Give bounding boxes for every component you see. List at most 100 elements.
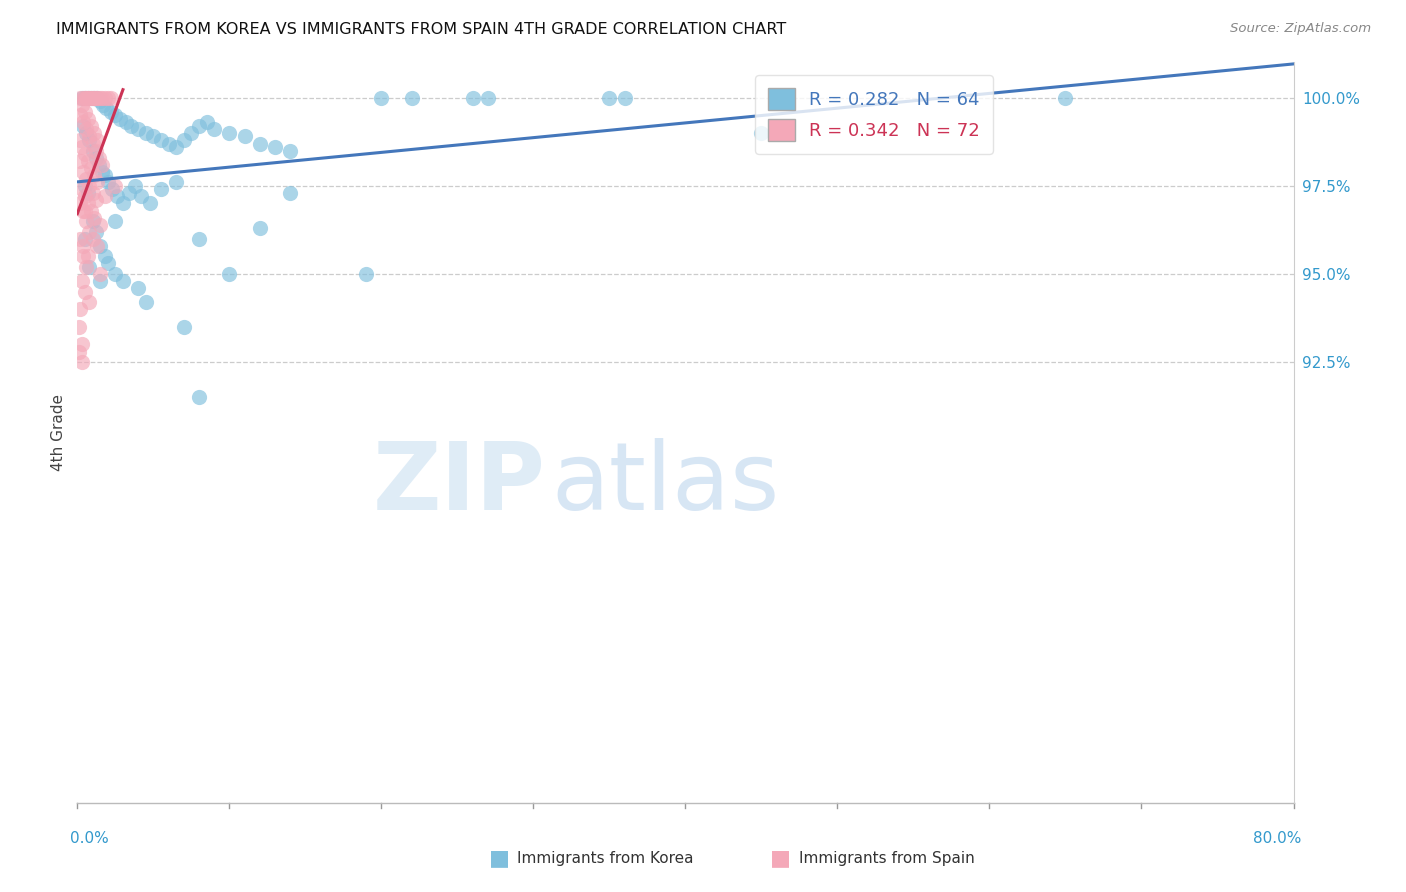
Point <box>77 112 100 126</box>
Point <box>69 91 91 105</box>
Point <box>101 182 124 196</box>
Point <box>115 115 138 129</box>
Point <box>180 126 202 140</box>
Point <box>111 274 134 288</box>
Point <box>72 91 94 105</box>
Point <box>86 175 108 189</box>
Point <box>73 203 96 218</box>
Point <box>80 91 103 105</box>
Point <box>104 178 127 193</box>
Point <box>139 196 162 211</box>
Point <box>79 178 101 193</box>
Point <box>87 158 110 172</box>
Point <box>89 94 111 108</box>
Text: ■: ■ <box>770 848 790 868</box>
Point <box>370 91 392 105</box>
Point <box>75 171 97 186</box>
Point <box>73 285 96 299</box>
Point <box>69 232 91 246</box>
Point <box>90 158 112 172</box>
Point <box>72 203 94 218</box>
Point <box>69 196 91 211</box>
Point <box>111 196 134 211</box>
Point <box>613 91 636 105</box>
Point <box>86 133 108 147</box>
Point <box>1054 91 1077 105</box>
Point <box>188 232 211 246</box>
Point <box>79 133 101 147</box>
Point <box>142 129 165 144</box>
Point <box>69 154 91 169</box>
Point <box>188 390 211 404</box>
Point <box>72 165 94 179</box>
Point <box>70 355 93 369</box>
Point <box>108 112 131 126</box>
Point <box>70 91 93 105</box>
Point <box>77 249 100 263</box>
Point <box>73 189 96 203</box>
Point <box>89 91 111 105</box>
Point <box>90 91 112 105</box>
Point <box>86 91 108 105</box>
Point <box>173 319 195 334</box>
Text: Immigrants from Spain: Immigrants from Spain <box>799 851 974 865</box>
Point <box>84 193 107 207</box>
Point <box>461 91 484 105</box>
Point <box>120 119 142 133</box>
Point <box>90 165 112 179</box>
Point <box>104 108 127 122</box>
Text: 0.0%: 0.0% <box>70 831 108 846</box>
Point <box>69 108 91 122</box>
Point <box>83 91 105 105</box>
Point <box>105 189 128 203</box>
Point <box>135 126 157 140</box>
Text: atlas: atlas <box>551 439 780 531</box>
Point <box>75 91 97 105</box>
Point <box>127 281 149 295</box>
Point <box>70 140 93 154</box>
Text: ■: ■ <box>489 848 509 868</box>
Point <box>80 203 103 218</box>
Point <box>72 249 94 263</box>
Point <box>79 129 101 144</box>
Point <box>93 91 115 105</box>
Point <box>83 168 105 182</box>
Point <box>67 344 90 359</box>
Point <box>73 104 96 119</box>
Point <box>135 295 157 310</box>
Point <box>124 178 146 193</box>
Point <box>73 91 96 105</box>
Point <box>75 122 97 136</box>
Point <box>84 91 107 105</box>
Point <box>218 267 240 281</box>
Point <box>100 91 122 105</box>
Text: 80.0%: 80.0% <box>1253 831 1301 846</box>
Point <box>70 274 93 288</box>
Point <box>100 104 122 119</box>
Point <box>80 91 103 105</box>
Point <box>75 214 97 228</box>
Point <box>278 186 301 200</box>
Point <box>79 260 101 274</box>
Point <box>77 154 100 169</box>
Point <box>87 151 110 165</box>
Point <box>75 126 97 140</box>
Point <box>79 91 101 105</box>
Point <box>97 91 120 105</box>
Text: Source: ZipAtlas.com: Source: ZipAtlas.com <box>1230 22 1371 36</box>
Point <box>84 151 107 165</box>
Point <box>89 218 111 232</box>
Point <box>97 256 120 270</box>
Point <box>82 136 104 151</box>
Point <box>69 133 91 147</box>
Point <box>104 214 127 228</box>
Point <box>73 232 96 246</box>
Point <box>218 126 240 140</box>
Point <box>165 140 187 154</box>
Point <box>79 295 101 310</box>
Point <box>188 119 211 133</box>
Point <box>82 91 104 105</box>
Point <box>77 91 100 105</box>
Point <box>83 91 105 105</box>
Point <box>82 214 104 228</box>
